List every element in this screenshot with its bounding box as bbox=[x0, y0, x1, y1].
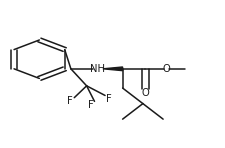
Text: F: F bbox=[88, 100, 94, 110]
Polygon shape bbox=[103, 67, 123, 71]
Text: F: F bbox=[67, 96, 73, 106]
Text: NH: NH bbox=[90, 64, 105, 74]
Text: O: O bbox=[141, 88, 149, 98]
Text: O: O bbox=[163, 64, 170, 74]
Text: F: F bbox=[106, 94, 112, 104]
